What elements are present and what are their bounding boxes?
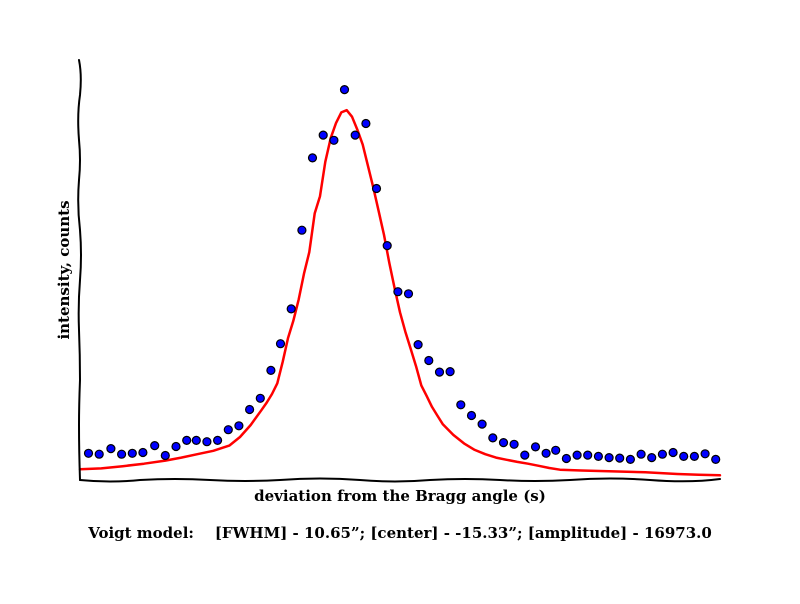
y-axis-line — [77, 59, 82, 481]
y-axis-label: intensity, counts — [55, 200, 73, 339]
data-point — [361, 118, 371, 129]
data-point — [477, 419, 487, 429]
data-point — [150, 441, 160, 451]
data-point — [711, 454, 721, 464]
data-point — [689, 451, 700, 461]
data-point — [213, 435, 223, 445]
data-point — [403, 289, 414, 299]
data-point — [160, 450, 170, 461]
voigt-fit-curve — [78, 108, 722, 477]
data-point — [202, 437, 212, 447]
data-point — [647, 453, 657, 463]
data-point — [509, 439, 519, 449]
data-point — [223, 425, 233, 435]
data-point — [286, 304, 296, 314]
data-point — [94, 449, 104, 459]
data-point — [329, 135, 339, 145]
data-point — [307, 153, 318, 163]
data-point — [445, 367, 455, 377]
data-point — [657, 449, 668, 459]
data-point — [339, 84, 350, 95]
data-point — [488, 433, 498, 443]
data-point — [604, 453, 614, 463]
data-point — [466, 410, 477, 421]
data-point — [456, 400, 466, 410]
data-point — [350, 130, 360, 140]
data-point — [593, 451, 604, 461]
data-point — [520, 450, 530, 460]
data-point — [234, 421, 244, 431]
data-point — [371, 183, 382, 194]
data-point — [434, 367, 445, 377]
data-point — [275, 339, 286, 349]
data-point — [615, 453, 625, 463]
data-point — [255, 393, 265, 403]
data-point — [106, 444, 116, 454]
data-point — [191, 435, 201, 445]
data-point — [138, 447, 148, 458]
data-point — [498, 438, 509, 448]
data-point — [561, 453, 572, 464]
data-point — [583, 450, 593, 460]
data-point — [625, 454, 636, 464]
data-point — [127, 448, 137, 458]
data-point — [245, 404, 255, 415]
x-axis-label: deviation from the Bragg angle (s) — [254, 487, 546, 505]
data-point — [382, 241, 392, 251]
data-point — [551, 445, 561, 455]
data-point — [266, 365, 276, 375]
data-point — [636, 449, 646, 459]
data-point — [679, 451, 689, 461]
data-point — [318, 130, 328, 140]
data-point — [700, 449, 710, 459]
data-point — [424, 355, 434, 366]
data-point — [83, 448, 94, 458]
fit-parameters-caption: Voigt model: [FWHM] - 10.65”; [center] -… — [87, 524, 712, 542]
data-point — [116, 449, 127, 459]
data-point — [541, 448, 551, 458]
plot-area — [78, 84, 722, 477]
data-point — [413, 340, 423, 350]
data-point — [393, 287, 403, 297]
data-point — [530, 442, 541, 452]
data-point — [297, 225, 307, 235]
x-axis-line — [79, 477, 721, 483]
data-point — [171, 441, 181, 452]
data-point — [182, 435, 192, 445]
data-point — [668, 447, 678, 458]
data-point — [572, 450, 582, 460]
